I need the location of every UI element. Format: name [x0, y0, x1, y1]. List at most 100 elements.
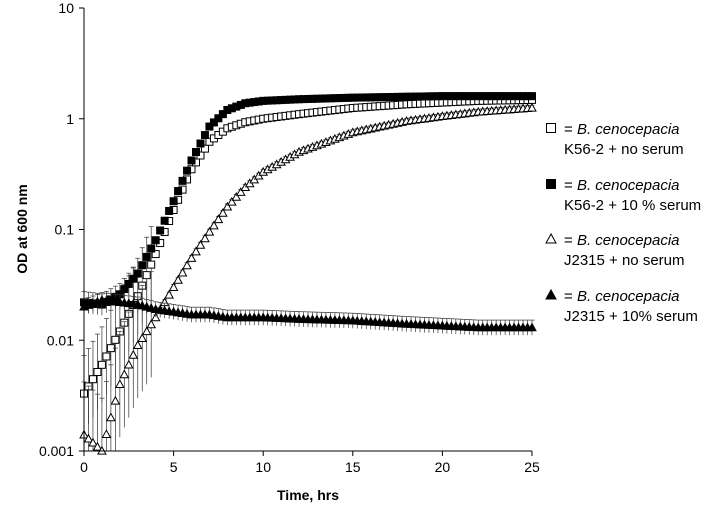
data-point — [183, 166, 192, 175]
data-point — [168, 282, 179, 292]
data-point — [222, 201, 233, 211]
legend-line-2: J2315 + no serum — [564, 252, 685, 269]
data-point — [235, 187, 246, 196]
data-point — [182, 260, 192, 270]
data-point — [151, 250, 160, 259]
data-point — [146, 319, 157, 329]
data-point — [102, 352, 111, 361]
data-point — [137, 333, 148, 343]
x-tick-label: 10 — [255, 459, 271, 475]
data-point — [101, 429, 112, 438]
legend-prefix: = — [564, 121, 577, 138]
data-point — [231, 191, 242, 201]
data-point — [119, 369, 130, 379]
data-point — [141, 326, 152, 336]
x-tick-label: 25 — [524, 459, 540, 475]
data-point — [124, 279, 133, 288]
data-point — [150, 312, 161, 322]
legend-prefix: = — [564, 177, 577, 194]
data-point — [128, 349, 139, 359]
plot-area — [79, 92, 537, 455]
legend: = B. cenocepacia K56-2 + no serum = B. cen… — [545, 121, 701, 325]
data-point — [209, 220, 219, 230]
legend-species: B. cenocepacia — [577, 177, 680, 194]
data-point — [142, 271, 151, 280]
data-point — [123, 359, 134, 369]
data-point — [160, 216, 169, 225]
data-point — [200, 131, 209, 140]
data-point — [97, 360, 106, 369]
data-point — [138, 261, 147, 270]
legend-marker-filled-square — [546, 179, 556, 189]
legend-prefix: = — [564, 232, 577, 249]
legend-prefix: = — [564, 288, 577, 305]
data-point — [111, 335, 120, 344]
data-point — [147, 260, 156, 269]
x-tick-label: 5 — [170, 459, 178, 475]
data-point — [83, 433, 94, 443]
y-tick-label: 0.1 — [55, 222, 75, 238]
data-point — [187, 156, 196, 165]
data-point — [205, 122, 214, 131]
legend-line-2: J2315 + 10% serum — [564, 308, 698, 325]
data-point — [218, 110, 227, 119]
y-tick-label: 0.001 — [39, 443, 74, 459]
y-tick-label: 0.01 — [47, 332, 74, 348]
data-point — [200, 144, 209, 153]
y-tick-label: 1 — [66, 111, 74, 127]
series-filled-square — [80, 92, 536, 316]
x-tick-label: 0 — [80, 459, 88, 475]
data-point — [156, 226, 165, 235]
legend-species: B. cenocepacia — [577, 121, 680, 138]
data-point — [169, 197, 178, 206]
ticks: 0 5 10 15 20 25 0.001 0.01 0.1 1 10 — [39, 0, 540, 475]
data-point — [120, 285, 129, 294]
data-point — [133, 269, 142, 278]
data-point — [528, 92, 536, 101]
data-point — [213, 214, 224, 224]
data-point — [195, 239, 206, 249]
legend-line-2: K56-2 + no serum — [564, 141, 684, 158]
data-point — [92, 441, 103, 451]
x-tick-label: 20 — [435, 459, 451, 475]
data-point — [88, 437, 98, 447]
y-tick-label: 10 — [58, 0, 74, 16]
data-point — [106, 412, 116, 422]
data-point — [527, 102, 537, 112]
data-point — [132, 340, 143, 349]
data-point — [142, 252, 151, 261]
data-point — [200, 233, 210, 243]
legend-species: B. cenocepacia — [577, 288, 680, 305]
x-axis-title: Time, hrs — [277, 487, 339, 503]
legend-line-2: K56-2 + 10 % serum — [564, 197, 701, 214]
data-point — [186, 253, 197, 262]
data-point — [226, 196, 237, 206]
data-point — [218, 207, 228, 217]
data-point — [204, 226, 215, 236]
legend-line-1: = B. cenocepacia — [564, 288, 680, 305]
legend-marker-open-square — [546, 123, 556, 133]
legend-line-1: = B. cenocepacia — [564, 232, 680, 249]
data-point — [214, 114, 223, 123]
data-point — [88, 375, 97, 384]
legend-species: B. cenocepacia — [577, 232, 680, 249]
x-tick-label: 15 — [345, 459, 361, 475]
data-point — [165, 206, 174, 215]
data-point — [196, 139, 205, 148]
data-point — [151, 236, 160, 245]
data-point — [147, 244, 156, 253]
series-filled-triangle — [79, 292, 537, 336]
data-point — [173, 274, 183, 284]
data-point — [178, 176, 187, 185]
data-point — [209, 118, 218, 127]
data-point — [164, 289, 174, 299]
data-point — [93, 368, 102, 377]
data-point — [129, 274, 138, 283]
data-point — [174, 187, 183, 196]
data-point — [110, 395, 121, 405]
legend-line-1: = B. cenocepacia — [564, 177, 680, 194]
y-axis-title: OD at 600 nm — [14, 184, 30, 273]
legend-line-1: = B. cenocepacia — [564, 121, 680, 138]
legend-marker-open-triangle — [545, 232, 557, 244]
